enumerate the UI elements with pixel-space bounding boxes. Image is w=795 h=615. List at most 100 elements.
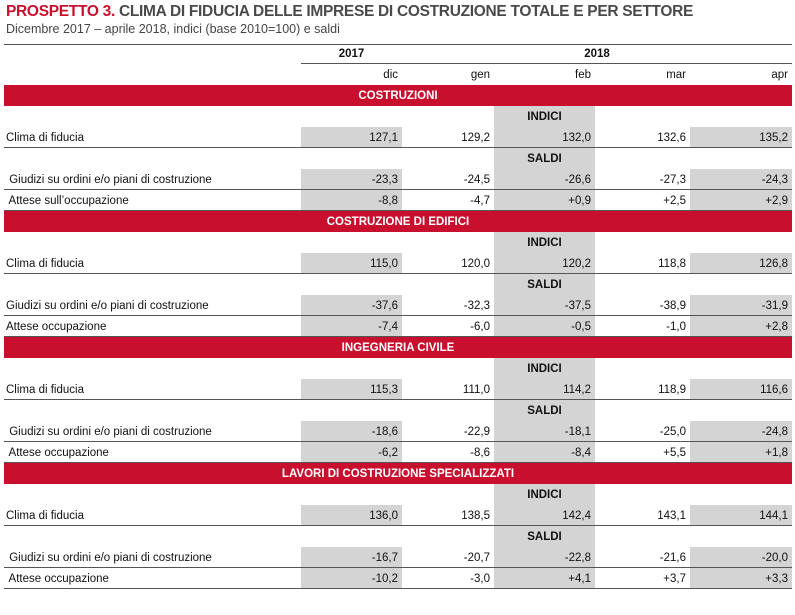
value-cell: 132,0 (494, 127, 595, 148)
value-cell: -1,0 (666, 320, 686, 333)
saldi-row: Attese occupazione -7,4 -6,0 -0,5 -1,0 +2,8 (4, 316, 792, 337)
month-header-row: dic gen feb mar apr (4, 64, 792, 85)
saldi-row: Attese sull’occupazione -8,8 -4,7 +0,9 +2,5 +… (4, 190, 792, 211)
subhead-saldi: SALDI (494, 400, 595, 421)
indici-row: Clima di fiducia 136,0 138,5 142,4 143,1 144,… (4, 505, 792, 526)
value-cell: -23,3 (301, 169, 402, 190)
value-cell: +1,8 (690, 442, 792, 463)
value-cell: -25,0 (659, 425, 686, 438)
value-cell: -31,9 (690, 295, 792, 316)
subhead-indici: INDICI (494, 484, 595, 505)
subhead-saldi: SALDI (494, 274, 595, 295)
value-cell: -20,7 (463, 551, 490, 564)
value-cell: 138,5 (461, 509, 490, 522)
section-header: LAVORI DI COSTRUZIONE SPECIALIZZATI (4, 463, 792, 484)
section-header: INGEGNERIA CIVILE (4, 337, 792, 358)
subhead-indici: INDICI (494, 106, 595, 127)
value-cell: 118,9 (658, 383, 686, 396)
row-label: Giudizi su ordini e/o piani di costruzio… (6, 299, 209, 312)
value-cell: -21,6 (659, 551, 686, 564)
value-cell: -38,9 (659, 299, 686, 312)
value-cell: +3,3 (690, 568, 792, 589)
saldi-row: Attese occupazione -10,2 -3,0 +4,1 +3,7 +3,3 (4, 568, 792, 589)
value-cell: -20,0 (690, 547, 792, 568)
value-cell: -24,3 (690, 169, 792, 190)
data-table: 2017 2018 dic gen feb mar apr COSTRUZION… (4, 44, 792, 589)
row-label: Clima di fiducia (6, 383, 84, 396)
saldi-row: Giudizi su ordini e/o piani di costruzio… (4, 547, 792, 568)
row-label: Attese sull’occupazione (6, 194, 129, 207)
saldi-row: Giudizi su ordini e/o piani di costruzio… (4, 169, 792, 190)
year-header-row: 2017 2018 (4, 44, 792, 64)
value-cell: 120,2 (494, 253, 595, 274)
page-subtitle: Dicembre 2017 – aprile 2018, indici (bas… (6, 22, 340, 36)
value-cell: -4,7 (470, 194, 490, 207)
subhead-indici: INDICI (494, 358, 595, 379)
month-apr: apr (771, 68, 788, 81)
value-cell: -3,0 (470, 572, 490, 585)
value-cell: +5,5 (663, 446, 686, 459)
saldi-row: Giudizi su ordini e/o piani di costruzio… (4, 295, 792, 316)
value-cell: -24,5 (463, 173, 490, 186)
value-cell: 115,0 (301, 253, 402, 274)
value-cell: -24,8 (690, 421, 792, 442)
row-label: Giudizi su ordini e/o piani di costruzio… (6, 173, 212, 186)
saldi-row: Attese occupazione -6,2 -8,6 -8,4 +5,5 +1,8 (4, 442, 792, 463)
indici-row: Clima di fiducia 115,3 111,0 114,2 118,9 116,… (4, 379, 792, 400)
value-cell: +0,9 (494, 190, 595, 211)
subhead-row: SALDI (4, 400, 792, 421)
row-label: Clima di fiducia (6, 131, 84, 144)
row-label: Giudizi su ordini e/o piani di costruzio… (6, 425, 212, 438)
value-cell: 114,2 (494, 379, 595, 400)
value-cell: -22,8 (494, 547, 595, 568)
value-cell: -26,6 (494, 169, 595, 190)
value-cell: -10,2 (301, 568, 402, 589)
value-cell: 115,3 (301, 379, 402, 400)
value-cell: 135,2 (690, 127, 792, 148)
subhead-row: SALDI (4, 526, 792, 547)
subhead-row: INDICI (4, 358, 792, 379)
value-cell: -27,3 (659, 173, 686, 186)
value-cell: -18,6 (301, 421, 402, 442)
value-cell: +2,9 (690, 190, 792, 211)
value-cell: 143,1 (657, 509, 686, 522)
section-header: COSTRUZIONI (4, 85, 792, 106)
subhead-saldi: SALDI (494, 148, 595, 169)
value-cell: 118,8 (658, 257, 686, 270)
value-cell: -22,9 (463, 425, 490, 438)
value-cell: -8,6 (470, 446, 490, 459)
value-cell: 129,2 (461, 131, 490, 144)
subhead-row: INDICI (4, 232, 792, 253)
value-cell: 120,0 (461, 257, 490, 270)
row-label: Attese occupazione (6, 446, 109, 459)
subhead-row: INDICI (4, 106, 792, 127)
indici-row: Clima di fiducia 115,0 120,0 120,2 118,8 126,… (4, 253, 792, 274)
value-cell: +4,1 (494, 568, 595, 589)
value-cell: 127,1 (301, 127, 402, 148)
title-text: CLIMA DI FIDUCIA DELLE IMPRESE DI COSTRU… (114, 3, 694, 20)
value-cell: -18,1 (494, 421, 595, 442)
value-cell: -8,4 (494, 442, 595, 463)
value-cell: +3,7 (663, 572, 686, 585)
value-cell: -0,5 (494, 316, 595, 337)
subhead-row: SALDI (4, 148, 792, 169)
row-label: Attese occupazione (6, 320, 107, 333)
month-mar: mar (666, 68, 686, 81)
value-cell: -6,2 (301, 442, 402, 463)
row-label: Attese occupazione (6, 572, 109, 585)
subhead-saldi: SALDI (494, 526, 595, 547)
month-gen: gen (470, 68, 490, 81)
row-label: Clima di fiducia (6, 257, 84, 270)
value-cell: -16,7 (301, 547, 402, 568)
subhead-row: INDICI (4, 484, 792, 505)
value-cell: -32,3 (463, 299, 490, 312)
value-cell: 144,1 (690, 505, 792, 526)
value-cell: 136,0 (301, 505, 402, 526)
value-cell: +2,5 (663, 194, 686, 207)
value-cell: 116,6 (690, 379, 792, 400)
value-cell: 132,6 (657, 131, 686, 144)
value-cell: 142,4 (494, 505, 595, 526)
title-prefix: PROSPETTO 3. (6, 3, 115, 20)
row-label: Giudizi su ordini e/o piani di costruzio… (6, 551, 212, 564)
month-dic: dic (383, 68, 398, 81)
